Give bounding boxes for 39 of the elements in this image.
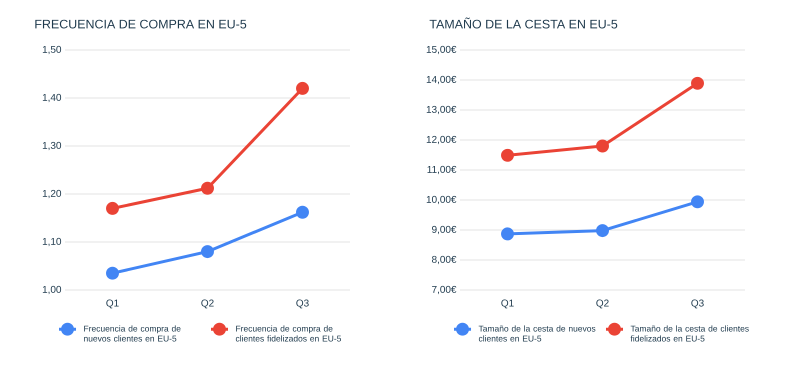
x-tick-label: Q3 (296, 300, 309, 308)
x-tick-label: Q1 (106, 300, 119, 308)
y-tick-label: 1,40 (42, 94, 62, 102)
point (106, 202, 119, 215)
x-tick-label: Q2 (596, 300, 609, 308)
y-tick-label: 1,00 (42, 286, 62, 294)
point (501, 227, 514, 240)
y-tick-label: 9,00€ (432, 226, 456, 234)
point (106, 266, 119, 280)
point (596, 140, 609, 152)
chart-title: FRECUENCIA DE COMPRA EN EU-5 (35, 20, 246, 29)
legend-label: Frecuencia de compra de nuevos clientes en EU-5 (84, 325, 181, 342)
point (201, 182, 214, 195)
x-tick-label: Q1 (501, 300, 514, 308)
y-tick-label: 1,50 (42, 46, 62, 54)
y-tick-label: 7,00€ (432, 286, 456, 294)
point (296, 82, 309, 95)
point (596, 224, 609, 238)
chart-title: TAMAÑO DE LA CESTA EN EU-5 (430, 17, 618, 29)
point (691, 195, 704, 208)
x-tick-label: Q2 (201, 300, 214, 308)
y-tick-label: 1,20 (42, 190, 62, 198)
point (501, 148, 514, 162)
x-tick-label: Q3 (691, 300, 704, 308)
point (691, 76, 704, 90)
point (201, 245, 214, 258)
point (296, 206, 309, 219)
legend-label: Tamaño de la cesta de nuevos clientes en EU-5 (478, 325, 596, 342)
y-tick-label: 10,00€ (426, 196, 456, 204)
legend-label: Tamaño de la cesta de clientes fidelizados en EU-5 (630, 325, 749, 342)
y-tick-label: 15,00€ (426, 46, 456, 54)
y-tick-label: 1,30 (42, 142, 62, 150)
y-tick-label: 8,00€ (432, 256, 456, 264)
legend-label: Frecuencia de compra de clientes fidelizados en EU-5 (236, 325, 342, 342)
y-tick-label: 11,00€ (428, 166, 456, 174)
y-tick-label: 13,00€ (426, 106, 456, 114)
y-tick-label: 12,00€ (426, 136, 456, 144)
y-tick-label: 14,00€ (426, 76, 456, 84)
y-tick-label: 1,10 (42, 238, 62, 246)
